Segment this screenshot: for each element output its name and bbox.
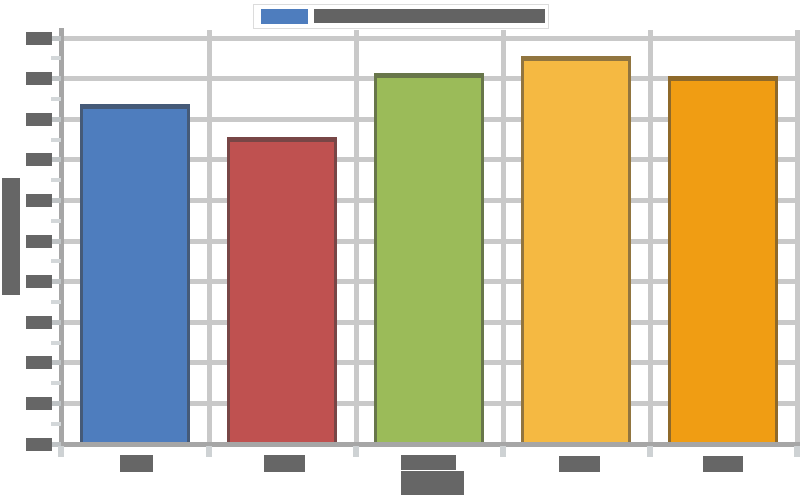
y-tick-label-redacted — [26, 356, 52, 369]
x-tick-label-redacted-2 — [264, 455, 305, 472]
y-tick-label-redacted — [26, 113, 52, 126]
y-minor-tick — [51, 300, 61, 304]
y-axis-title-redacted — [2, 178, 20, 295]
bar-segment-5 — [668, 76, 778, 444]
bar-chart — [0, 0, 800, 500]
x-tick-label-redacted-5 — [703, 456, 743, 472]
legend — [253, 4, 549, 29]
x-major-tick — [647, 446, 653, 457]
y-tick-label-redacted — [26, 316, 52, 329]
x-major-tick — [206, 446, 212, 457]
y-minor-tick — [51, 259, 61, 263]
x-tick-label-redacted-3 — [401, 471, 464, 495]
legend-swatch — [261, 9, 308, 24]
bar-segment-4 — [521, 56, 631, 444]
v-gridline — [795, 30, 800, 444]
v-gridline — [354, 30, 359, 444]
bar-segment-1 — [80, 104, 190, 444]
y-minor-tick — [51, 138, 61, 142]
y-tick-label-redacted — [26, 235, 52, 248]
v-gridline — [501, 30, 506, 444]
x-axis-spine — [59, 442, 800, 447]
y-tick-label-redacted — [26, 275, 52, 288]
y-tick-label-redacted — [26, 194, 52, 207]
y-minor-tick — [51, 56, 61, 60]
x-major-tick — [794, 446, 800, 457]
y-tick-label-redacted — [26, 72, 52, 85]
x-major-tick — [58, 446, 64, 457]
h-gridline — [61, 36, 800, 41]
x-tick-label-redacted-1 — [120, 455, 153, 472]
y-tick-label-redacted — [26, 438, 52, 451]
y-tick-label-redacted — [26, 153, 52, 166]
y-minor-tick — [51, 381, 61, 385]
y-minor-tick — [51, 422, 61, 426]
v-gridline — [648, 30, 653, 444]
bar-segment-2 — [227, 137, 337, 444]
y-tick-label-redacted — [26, 32, 52, 45]
y-minor-tick — [51, 178, 61, 182]
v-gridline — [207, 30, 212, 444]
y-minor-tick — [51, 219, 61, 223]
y-minor-tick — [51, 97, 61, 101]
x-major-tick — [353, 446, 359, 457]
x-tick-label-redacted-4 — [559, 456, 600, 472]
bar-segment-3 — [374, 73, 484, 444]
legend-label-redacted — [314, 9, 545, 23]
x-tick-label-redacted-3 — [401, 455, 456, 470]
x-major-tick — [500, 446, 506, 457]
y-tick-label-redacted — [26, 397, 52, 410]
y-minor-tick — [51, 341, 61, 345]
